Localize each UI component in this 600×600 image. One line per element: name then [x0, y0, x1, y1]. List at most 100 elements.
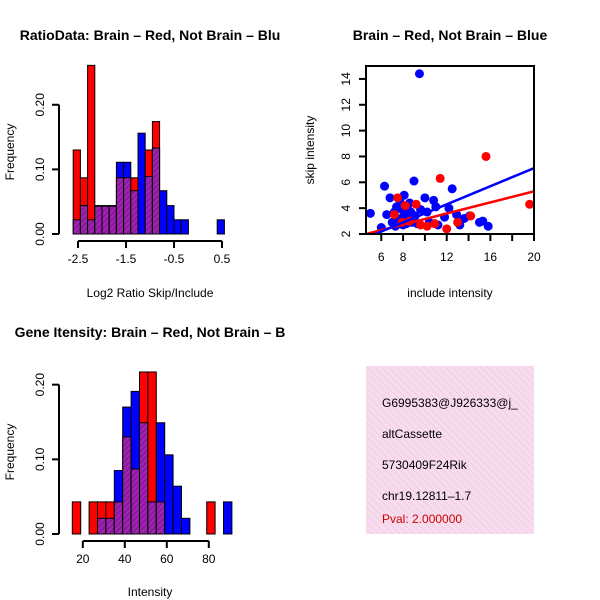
not-brain-point	[382, 210, 392, 220]
x-tick-label: 80	[202, 552, 216, 566]
overlap-bar	[108, 205, 117, 235]
overlap-bar	[87, 219, 96, 235]
overlap-bar	[139, 422, 149, 535]
scatter-title: Brain – Red, Not Brain – Blue	[353, 27, 548, 43]
x-tick-label: 12	[440, 250, 454, 264]
x-tick-label: 60	[160, 552, 174, 566]
brain-bar	[71, 501, 82, 535]
brain-point	[525, 199, 534, 209]
brain-bar	[206, 501, 216, 535]
x-tick-label: -1.5	[116, 252, 137, 266]
intensity-histogram-axes: 20 40 60 80 0.00 0.10 0.20	[33, 373, 216, 566]
x-tick-label: 20	[527, 250, 541, 264]
brain-bar	[87, 64, 96, 235]
not-brain-fit-line	[372, 166, 534, 234]
brain-point	[442, 224, 452, 234]
brain-point	[389, 210, 399, 220]
info-panel-background	[366, 366, 534, 534]
brain-point	[430, 219, 440, 229]
brain-point	[400, 201, 410, 211]
x-tick-label: 8	[400, 250, 407, 264]
brain-point	[416, 220, 426, 230]
overlap-bar	[144, 175, 153, 235]
ratio-histogram: RatioData: Brain – Red, Not Brain – Blu …	[3, 27, 280, 300]
overlap-bar	[115, 177, 125, 235]
not-brain-point	[420, 193, 430, 203]
overlap-bar	[94, 205, 103, 235]
not-brain-bar	[173, 219, 182, 235]
info-line-3: 5730409F24Rik	[382, 458, 468, 472]
x-tick-label: 40	[118, 552, 132, 566]
overlap-bar	[79, 205, 89, 235]
not-brain-point	[414, 69, 424, 79]
x-tick-label: 0.5	[214, 252, 231, 266]
y-tick-label: 6	[339, 179, 353, 186]
not-brain-bar	[216, 219, 225, 235]
overlap-bar	[155, 501, 166, 535]
ratio-histogram-bars	[72, 64, 225, 235]
x-tick-label: 6	[378, 250, 385, 264]
y-tick-label: 2	[339, 230, 353, 237]
not-brain-bar	[166, 205, 175, 235]
not-brain-point	[447, 184, 457, 194]
overlap-bar	[113, 501, 124, 535]
overlap-bar	[123, 177, 132, 235]
y-tick-label: 14	[339, 72, 353, 86]
y-tick-label: 12	[339, 98, 353, 112]
not-brain-bar	[172, 485, 183, 535]
not-brain-point	[380, 181, 390, 191]
not-brain-bar	[159, 190, 168, 235]
brain-point	[435, 173, 445, 183]
not-brain-bar	[164, 454, 174, 535]
intensity-histogram: Gene Itensity: Brain – Red, Not Brain – …	[3, 324, 285, 599]
not-brain-point	[444, 203, 454, 213]
y-tick-label: 10	[339, 124, 353, 138]
overlap-bar	[101, 205, 110, 235]
info-panel: G6995383@J926333@j_ altCassette 5730409F…	[366, 366, 534, 534]
brain-point	[453, 217, 463, 227]
y-tick-label: 0.00	[33, 222, 47, 246]
scatter-ylabel: skip intensity	[303, 116, 317, 185]
scatter-xlabel: include intensity	[407, 286, 492, 300]
scatter-marks	[366, 69, 534, 234]
overlap-bar	[72, 219, 81, 235]
not-brain-bar	[180, 219, 189, 235]
overlap-bar	[151, 147, 161, 235]
pval-text: Pval: 2.000000	[382, 512, 462, 526]
ratio-histogram-xlabel: Log2 Ratio Skip/Include	[87, 286, 214, 300]
y-tick-label: 0.20	[33, 93, 47, 117]
scatter-plot-area	[366, 69, 534, 234]
y-tick-label: 4	[339, 204, 353, 211]
y-tick-label: 8	[339, 153, 353, 160]
brain-point	[411, 199, 421, 209]
not-brain-bar	[137, 132, 146, 235]
x-tick-label: 16	[484, 250, 498, 264]
not-brain-point	[366, 208, 375, 218]
y-tick-label: 0.10	[33, 157, 47, 181]
not-brain-bar	[223, 501, 233, 535]
y-tick-label: 0.20	[33, 373, 47, 397]
intensity-histogram-ylabel: Frequency	[3, 424, 17, 481]
y-tick-label: 0.10	[33, 447, 47, 471]
ratio-histogram-ylabel: Frequency	[3, 124, 17, 181]
info-line-1: G6995383@J926333@j_	[382, 396, 518, 410]
brain-point	[393, 193, 403, 203]
brain-bar	[88, 501, 98, 535]
not-brain-bar	[181, 517, 191, 535]
ratio-histogram-axes: -2.5 -1.5 -0.5 0.5 0.00 0.10 0.20	[33, 93, 231, 266]
info-line-4: chr19.12811–1.7	[382, 489, 472, 503]
ratio-histogram-title: RatioData: Brain – Red, Not Brain – Blu	[20, 27, 281, 43]
x-tick-label: -0.5	[164, 252, 185, 266]
brain-point	[466, 211, 476, 221]
overlap-bar	[130, 468, 141, 535]
intensity-histogram-title: Gene Itensity: Brain – Red, Not Brain – …	[15, 324, 286, 340]
y-tick-label: 0.00	[33, 522, 47, 546]
brain-point	[481, 151, 491, 161]
scatter-frame	[365, 65, 535, 235]
info-line-2: altCassette	[382, 427, 442, 441]
not-brain-point	[409, 176, 419, 186]
intensity-histogram-bars	[71, 371, 233, 535]
overlap-bar	[105, 517, 115, 535]
